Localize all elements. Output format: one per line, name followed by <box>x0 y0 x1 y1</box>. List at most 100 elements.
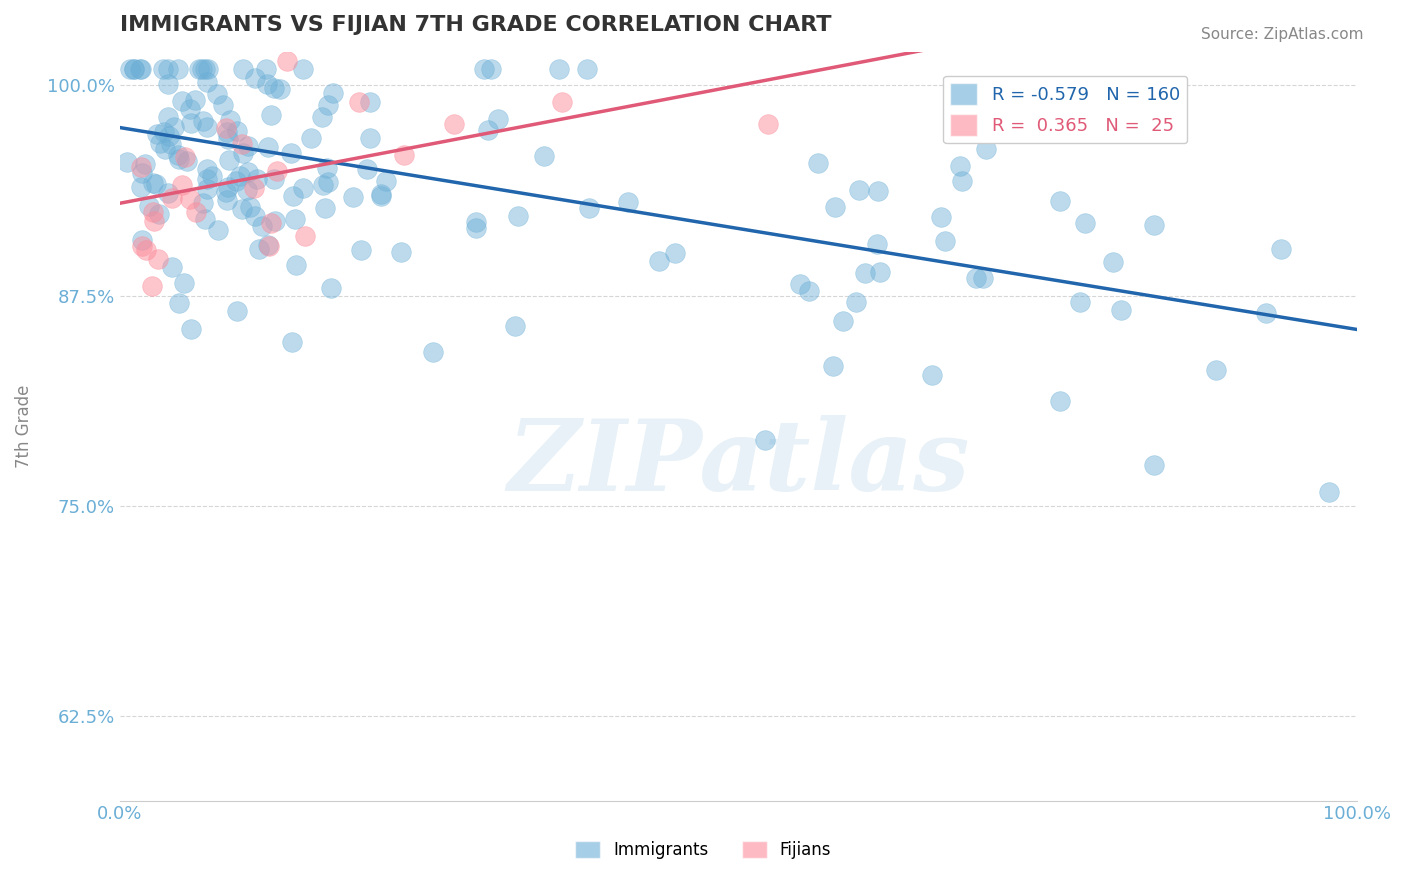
Point <box>578 201 600 215</box>
Point <box>115 155 138 169</box>
Point <box>152 124 174 138</box>
Point <box>617 194 640 209</box>
Point <box>194 62 217 76</box>
Point <box>207 223 229 237</box>
Point <box>281 189 304 203</box>
Point <box>503 319 526 334</box>
Point <box>166 62 188 76</box>
Point <box>276 54 298 68</box>
Point <box>131 233 153 247</box>
Point <box>869 265 891 279</box>
Point <box>183 93 205 107</box>
Point <box>868 184 890 198</box>
Point <box>486 112 509 126</box>
Point <box>853 266 876 280</box>
Point <box>1143 218 1166 232</box>
Point <box>1143 458 1166 473</box>
Point <box>205 87 228 101</box>
Point <box>180 116 202 130</box>
Point <box>347 95 370 109</box>
Point <box>263 81 285 95</box>
Point <box>236 139 259 153</box>
Point <box>949 159 972 173</box>
Point <box>1205 363 1227 377</box>
Point <box>180 322 202 336</box>
Point <box>142 214 165 228</box>
Point <box>195 120 218 134</box>
Point <box>118 62 141 76</box>
Point <box>284 211 307 226</box>
Point <box>756 117 779 131</box>
Point <box>187 62 209 76</box>
Point <box>299 131 322 145</box>
Point <box>174 150 197 164</box>
Point <box>215 185 238 199</box>
Point <box>1049 194 1071 209</box>
Point <box>312 178 335 192</box>
Point <box>231 202 253 216</box>
Point <box>314 202 336 216</box>
Point <box>157 128 180 143</box>
Point <box>257 238 280 252</box>
Point <box>236 165 259 179</box>
Point <box>231 137 253 152</box>
Point <box>1069 295 1091 310</box>
Point <box>166 148 188 162</box>
Point <box>422 344 444 359</box>
Point <box>250 219 273 233</box>
Point <box>194 211 217 226</box>
Point <box>391 244 413 259</box>
Point <box>190 62 212 76</box>
Point <box>291 62 314 76</box>
Point <box>291 181 314 195</box>
Point <box>218 113 240 128</box>
Point <box>179 192 201 206</box>
Point <box>1254 306 1277 320</box>
Point <box>217 180 239 194</box>
Point <box>350 244 373 258</box>
Point <box>191 195 214 210</box>
Text: IMMIGRANTS VS FIJIAN 7TH GRADE CORRELATION CHART: IMMIGRANTS VS FIJIAN 7TH GRADE CORRELATI… <box>120 15 831 35</box>
Point <box>131 165 153 179</box>
Point <box>201 169 224 184</box>
Point <box>316 98 339 112</box>
Text: Source: ZipAtlas.com: Source: ZipAtlas.com <box>1201 27 1364 42</box>
Point <box>179 103 201 117</box>
Point <box>294 228 316 243</box>
Point <box>129 62 152 76</box>
Point <box>374 174 396 188</box>
Point <box>260 217 283 231</box>
Point <box>551 95 574 109</box>
Point <box>359 130 381 145</box>
Point <box>266 164 288 178</box>
Point <box>547 62 569 76</box>
Point <box>124 62 146 76</box>
Point <box>145 177 167 191</box>
Point <box>342 190 364 204</box>
Point <box>141 279 163 293</box>
Point <box>134 157 156 171</box>
Point <box>172 178 194 192</box>
Point <box>1109 302 1132 317</box>
Point <box>246 172 269 186</box>
Point <box>129 179 152 194</box>
Point <box>754 434 776 448</box>
Point <box>232 146 254 161</box>
Point <box>1049 393 1071 408</box>
Point <box>239 201 262 215</box>
Point <box>212 98 235 112</box>
Point <box>157 186 180 201</box>
Point <box>972 270 994 285</box>
Point <box>1074 216 1097 230</box>
Point <box>823 359 845 373</box>
Point <box>195 182 218 196</box>
Point <box>359 95 381 109</box>
Point <box>195 74 218 88</box>
Point <box>257 237 280 252</box>
Point <box>226 304 249 318</box>
Point <box>370 187 392 202</box>
Point <box>974 142 997 156</box>
Point <box>465 221 488 235</box>
Point <box>148 207 170 221</box>
Point <box>156 77 179 91</box>
